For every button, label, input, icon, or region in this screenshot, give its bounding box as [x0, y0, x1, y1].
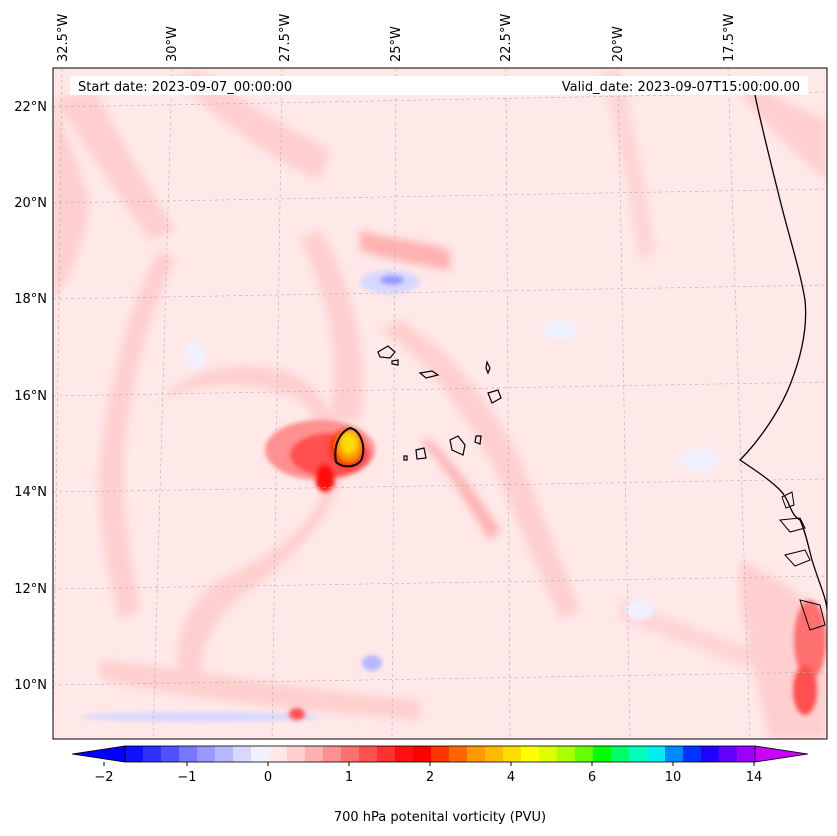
lat-label: 12°N	[14, 582, 47, 597]
lat-label: 22°N	[14, 100, 47, 115]
latitude-labels: 22°N 20°N 18°N 16°N 14°N 12°N 10°N	[14, 100, 47, 693]
colorbar-cell	[737, 746, 756, 762]
colorbar-cell	[287, 746, 306, 762]
colorbar-cell	[269, 746, 288, 762]
vortex-contour	[334, 426, 365, 468]
colorbar-cells	[125, 746, 756, 762]
colorbar-cell	[683, 746, 702, 762]
lon-label: 20°W	[611, 26, 626, 62]
colorbar: −2 −1 0 1 2 4 6 10 14 700 hPa potenital vorticit…	[71, 745, 809, 825]
colorbar-cell	[611, 746, 630, 762]
negative-pv-patches	[80, 270, 720, 722]
colorbar-cell	[215, 746, 234, 762]
colorbar-cell	[701, 746, 720, 762]
lat-label: 18°N	[14, 292, 47, 307]
lon-label: 27.5°W	[278, 14, 293, 62]
colorbar-cell	[143, 746, 162, 762]
colorbar-tick-label: 6	[588, 770, 596, 785]
colorbar-tick-label: 10	[665, 770, 682, 785]
colorbar-cell	[431, 746, 450, 762]
colorbar-cell	[557, 746, 576, 762]
map-frame	[52, 67, 828, 740]
lat-label: 20°N	[14, 196, 47, 211]
lat-label: 10°N	[14, 678, 47, 693]
longitude-labels: 32.5°W 30°W 27.5°W 25°W 22.5°W 20°W 17.5…	[56, 14, 737, 62]
colorbar-cell	[647, 746, 666, 762]
colorbar-tick-label: 2	[426, 770, 434, 785]
colorbar-ticks: −2 −1 0 1 2 4 6 10 14	[94, 762, 762, 785]
lon-label: 17.5°W	[722, 14, 737, 62]
colorbar-cell	[665, 746, 684, 762]
colorbar-tick-label: 1	[345, 770, 353, 785]
vortex-core	[265, 420, 826, 720]
colorbar-cell	[197, 746, 216, 762]
colorbar-cell	[125, 746, 144, 762]
graticule	[53, 68, 827, 739]
cape-verde-islands	[377, 345, 502, 461]
lon-label: 25°W	[389, 26, 404, 62]
colorbar-cell	[305, 746, 324, 762]
colorbar-cell	[593, 746, 612, 762]
lon-label: 22.5°W	[499, 14, 514, 62]
colorbar-cell	[521, 746, 540, 762]
lat-label: 14°N	[14, 485, 47, 500]
start-date-label: Start date: 2023-09-07_00:00:00	[78, 80, 292, 95]
colorbar-cell	[341, 746, 360, 762]
colorbar-cell	[233, 746, 252, 762]
colorbar-tick-label: 0	[264, 770, 272, 785]
colorbar-cell	[251, 746, 270, 762]
colorbar-cell	[503, 746, 522, 762]
colorbar-cell	[467, 746, 486, 762]
colorbar-cell	[449, 746, 468, 762]
colorbar-cell	[575, 746, 594, 762]
colorbar-tick-label: 4	[507, 770, 515, 785]
colorbar-label: 700 hPa potenital vorticity (PVU)	[334, 810, 546, 825]
guinea-coast-features	[779, 491, 826, 631]
lon-label: 32.5°W	[56, 14, 71, 62]
colorbar-cell	[395, 746, 414, 762]
colorbar-cell	[539, 746, 558, 762]
colorbar-cell	[179, 746, 198, 762]
colorbar-under-arrow	[71, 745, 126, 763]
map-area[interactable]	[53, 68, 827, 739]
colorbar-tick-label: −2	[94, 770, 113, 785]
map-background	[53, 68, 827, 739]
lat-label: 16°N	[14, 389, 47, 404]
colorbar-cell	[323, 746, 342, 762]
colorbar-tick-label: −1	[177, 770, 196, 785]
lon-label: 30°W	[165, 26, 180, 62]
colorbar-cell	[359, 746, 378, 762]
colorbar-cell	[629, 746, 648, 762]
colorbar-over-arrow	[754, 745, 809, 763]
colorbar-cell	[485, 746, 504, 762]
colorbar-cell	[377, 746, 396, 762]
colorbar-tick-label: 14	[746, 770, 763, 785]
header-box	[70, 76, 808, 95]
african-coastline	[738, 94, 827, 611]
colorbar-cell	[161, 746, 180, 762]
colorbar-cell	[719, 746, 738, 762]
colorbar-cell	[413, 746, 432, 762]
valid-date-label: Valid_date: 2023-09-07T15:00:00.00	[562, 80, 800, 95]
colorbar-frame	[124, 745, 756, 763]
